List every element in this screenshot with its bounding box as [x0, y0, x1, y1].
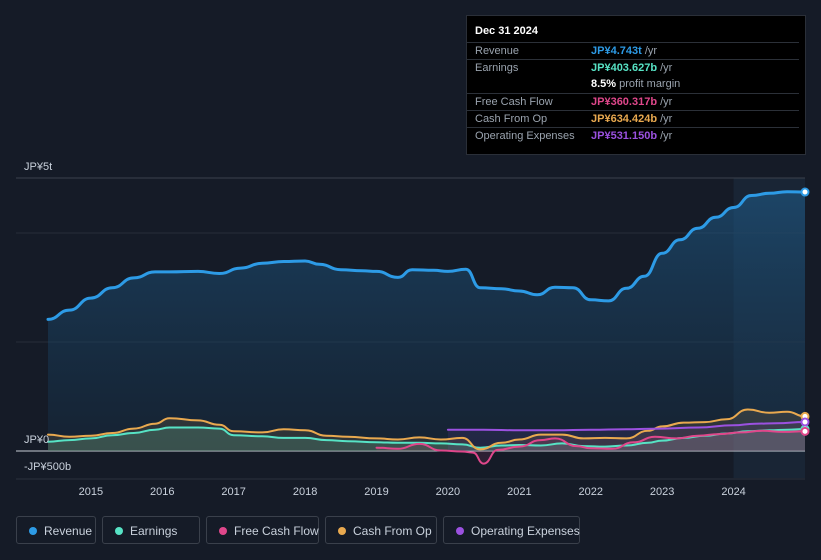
tooltip-value: JP¥4.743t /yr [591, 45, 658, 57]
x-tick-label: 2023 [650, 486, 674, 498]
tooltip-row-free-cash-flow: Free Cash Flow JP¥360.317b /yr [467, 93, 799, 111]
tooltip-row-revenue: Revenue JP¥4.743t /yr [467, 42, 799, 60]
area-cash-from-op [48, 409, 805, 451]
tooltip-label: Cash From Op [475, 113, 548, 125]
legend-label: Operating Expenses [471, 524, 580, 538]
end-marker-free-cash-flow [800, 426, 810, 436]
area-free-cash-flow [376, 430, 805, 464]
end-marker-operating-expenses [800, 417, 810, 427]
x-tick-label: 2022 [579, 486, 603, 498]
legend-item-earnings[interactable]: Earnings [102, 516, 200, 544]
series-line-cash-from-op [47, 408, 806, 451]
tooltip-label: Free Cash Flow [475, 96, 553, 108]
tooltip-date: Dec 31 2024 [475, 25, 538, 37]
tooltip-value: JP¥403.627b /yr [591, 62, 673, 74]
tooltip-row-cash-from-op: Cash From Op JP¥634.424b /yr [467, 110, 799, 128]
legend-dot-icon [115, 527, 123, 535]
tooltip-label: Earnings [475, 62, 519, 74]
legend-label: Free Cash Flow [234, 524, 319, 538]
tooltip-value: JP¥360.317b /yr [591, 96, 673, 108]
legend-item-operating-expenses[interactable]: Operating Expenses [443, 516, 580, 544]
x-tick-label: 2024 [721, 486, 745, 498]
series-line-revenue [46, 190, 807, 321]
legend-label: Cash From Op [353, 524, 432, 538]
end-marker-revenue [800, 187, 810, 197]
legend-dot-icon [29, 527, 37, 535]
y-axis-label-bottom: -JP¥500b [24, 461, 71, 473]
legend-dot-icon [219, 527, 227, 535]
tooltip-profit-margin: 8.5% profit margin [591, 78, 681, 90]
x-tick-label: 2016 [150, 486, 174, 498]
tooltip-row-earnings: Earnings JP¥403.627b /yr [467, 59, 799, 77]
legend-item-cash-from-op[interactable]: Cash From Op [325, 516, 437, 544]
area-earnings [48, 427, 805, 451]
x-tick-label: 2018 [293, 486, 317, 498]
tooltip-row-profit-margin: 8.5% profit margin [467, 76, 799, 93]
area-revenue [48, 191, 805, 451]
tooltip-value: JP¥634.424b /yr [591, 113, 673, 125]
tooltip-value: JP¥531.150b /yr [591, 130, 673, 142]
x-tick-label: 2020 [436, 486, 460, 498]
area-operating-expenses [447, 422, 805, 451]
y-axis-label-top: JP¥5t [24, 161, 52, 173]
tooltip-label: Operating Expenses [475, 130, 575, 142]
series-line-free-cash-flow [375, 429, 806, 465]
x-tick-label: 2015 [79, 486, 103, 498]
x-tick-label: 2021 [507, 486, 531, 498]
legend-label: Earnings [130, 524, 178, 538]
tooltip-panel: Dec 31 2024 Revenue JP¥4.743t /yr Earnin… [466, 15, 806, 155]
legend-item-revenue[interactable]: Revenue [16, 516, 96, 544]
x-tick-label: 2019 [364, 486, 388, 498]
tooltip-label: Revenue [475, 45, 520, 57]
series-line-operating-expenses [446, 421, 806, 432]
legend-item-free-cash-flow[interactable]: Free Cash Flow [206, 516, 319, 544]
legend-label: Revenue [44, 524, 93, 538]
y-axis-label-zero: JP¥0 [24, 434, 49, 446]
x-tick-label: 2017 [221, 486, 245, 498]
legend-dot-icon [456, 527, 464, 535]
tooltip-row-operating-expenses: Operating Expenses JP¥531.150b /yr [467, 127, 799, 145]
legend-dot-icon [338, 527, 346, 535]
